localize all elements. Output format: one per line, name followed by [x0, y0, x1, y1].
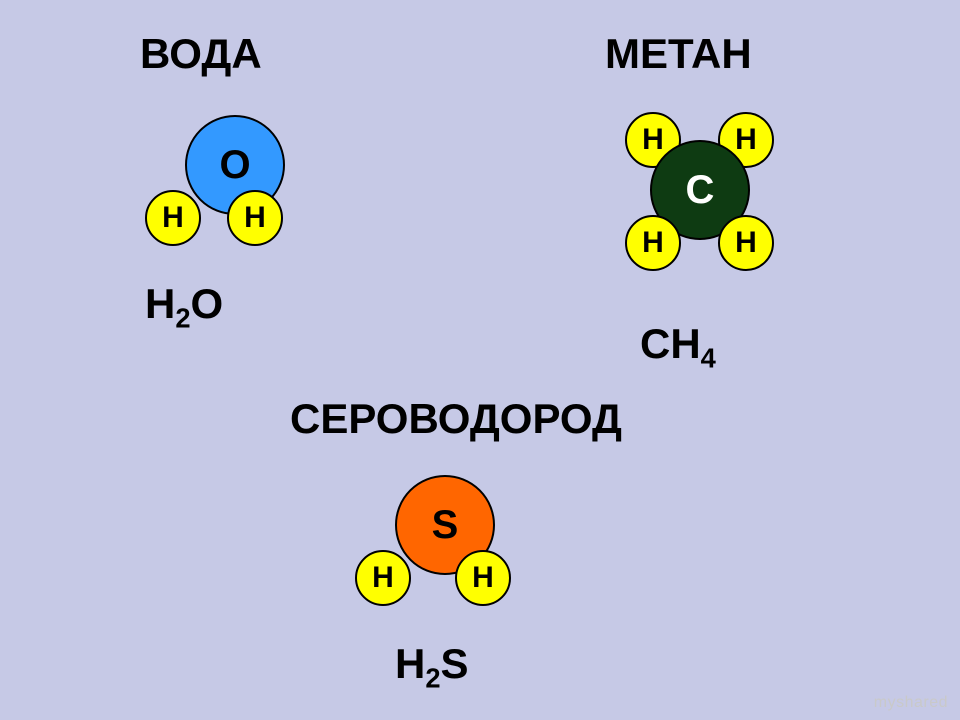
atom-label: H	[735, 226, 757, 260]
atom-label: H	[162, 201, 184, 235]
atom-label: S	[432, 503, 459, 548]
atom-label: H	[642, 226, 664, 260]
atom-label: H	[244, 201, 266, 235]
h2s-hydrogen-atom-left: H	[355, 550, 411, 606]
atom-label: H	[642, 123, 664, 157]
water-title: ВОДА	[140, 30, 262, 78]
atom-label: H	[735, 123, 757, 157]
h2s-hydrogen-atom-right: H	[455, 550, 511, 606]
atom-label: H	[372, 561, 394, 595]
water-hydrogen-atom-right: H	[227, 190, 283, 246]
atom-label: H	[472, 561, 494, 595]
methane-formula: CH4	[640, 320, 716, 368]
atom-label: C	[686, 168, 715, 213]
h2s-title: СЕРОВОДОРОД	[290, 395, 622, 443]
watermark: myshared	[874, 694, 948, 712]
h2s-formula: H2S	[395, 640, 469, 688]
methane-hydrogen-atom-br: H	[718, 215, 774, 271]
water-formula: H2O	[145, 280, 223, 328]
water-hydrogen-atom-left: H	[145, 190, 201, 246]
methane-title: МЕТАН	[605, 30, 752, 78]
diagram-stage: ВОДА O H H H2O МЕТАН H H C H H CH4 СЕРОВ…	[0, 0, 960, 720]
methane-hydrogen-atom-bl: H	[625, 215, 681, 271]
atom-label: O	[219, 143, 250, 188]
